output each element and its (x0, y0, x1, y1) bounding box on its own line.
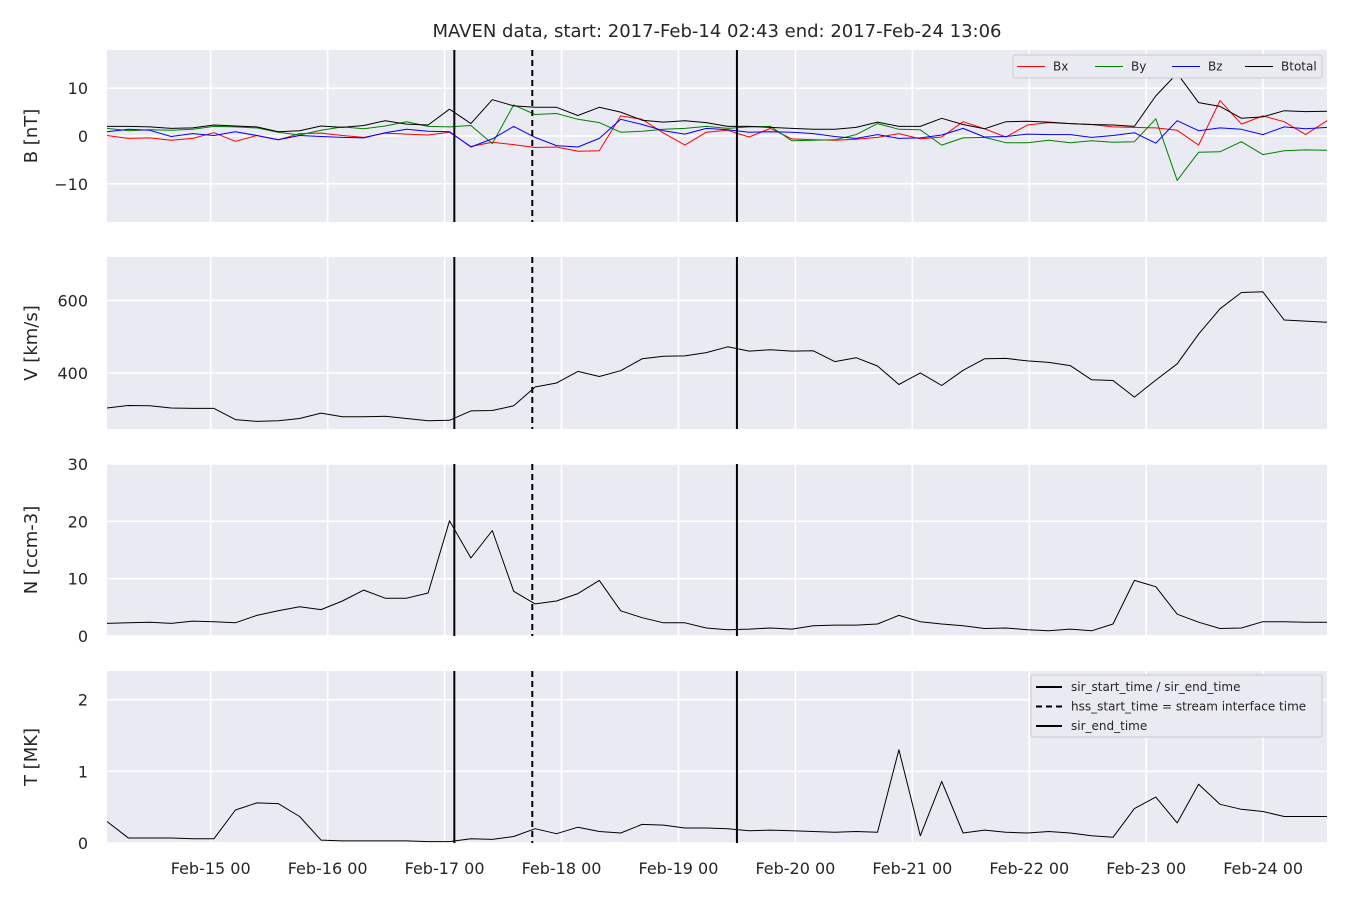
b-legend-label-bx: Bx (1053, 60, 1068, 74)
panel-3-background (107, 464, 1327, 636)
panel-4-y-axis-label: T [MK] (21, 728, 42, 787)
x-tick-label: Feb-16 00 (288, 859, 368, 878)
x-tick-label: Feb-15 00 (171, 859, 251, 878)
panel-4-series-line (106, 749, 1327, 843)
panel-1-y-axis-label: B [nT] (21, 109, 42, 164)
panel-1-y-tick-label: −10 (54, 175, 88, 194)
x-tick-label: Feb-21 00 (872, 859, 952, 878)
panel-3-y-tick-label: 10 (68, 570, 88, 589)
event-legend-box (1030, 674, 1323, 738)
panel-1-y-tick-label: 10 (68, 79, 88, 98)
x-tick-label: Feb-24 00 (1223, 859, 1303, 878)
panel-1-series-bz (106, 118, 1328, 148)
panel-2-y-tick-label: 400 (57, 364, 88, 383)
panel-1-series-btotal (107, 72, 1328, 133)
panel-3-y-axis-label: N [ccm-3] (21, 506, 42, 595)
chart-title: MAVEN data, start: 2017-Feb-14 02:43 end… (432, 21, 1001, 42)
x-tick-label: Feb-23 00 (1106, 859, 1186, 878)
b-legend-label-bz: Bz (1208, 60, 1223, 74)
x-tick-label: Feb-22 00 (989, 859, 1069, 878)
panel-1-series-bx (106, 100, 1328, 152)
panel-2-y-axis-label: V [km/s] (21, 305, 42, 380)
b-legend-label-by: By (1131, 60, 1146, 74)
panel-2-background (107, 257, 1327, 429)
panel-4-y-tick-label: 2 (78, 691, 88, 710)
x-tick-label: Feb-20 00 (755, 859, 835, 878)
b-legend-box (1012, 54, 1323, 79)
panel-4-y-tick-label: 1 (78, 762, 88, 781)
panel-3-series-line (106, 520, 1327, 632)
x-tick-label: Feb-19 00 (639, 859, 719, 878)
panel-3-y-tick-label: 0 (78, 627, 88, 646)
panel-2-y-tick-label: 600 (57, 291, 88, 310)
panel-1-series-by (106, 104, 1328, 181)
panel-1-y-tick-label: 0 (78, 127, 88, 146)
panel-4-y-tick-label: 0 (78, 834, 88, 853)
x-tick-label: Feb-17 00 (405, 859, 485, 878)
b-legend-label-btotal: Btotal (1281, 60, 1317, 74)
panel-3-y-tick-label: 20 (68, 512, 88, 531)
panel-3-y-tick-label: 30 (68, 455, 88, 474)
event-legend-label: sir_start_time / sir_end_time (1071, 680, 1241, 694)
event-legend-label: hss_start_time = stream interface time (1071, 700, 1306, 714)
x-tick-label: Feb-18 00 (522, 859, 602, 878)
panel-2-series-line (106, 291, 1328, 422)
event-legend-label: sir_end_time (1071, 719, 1147, 733)
